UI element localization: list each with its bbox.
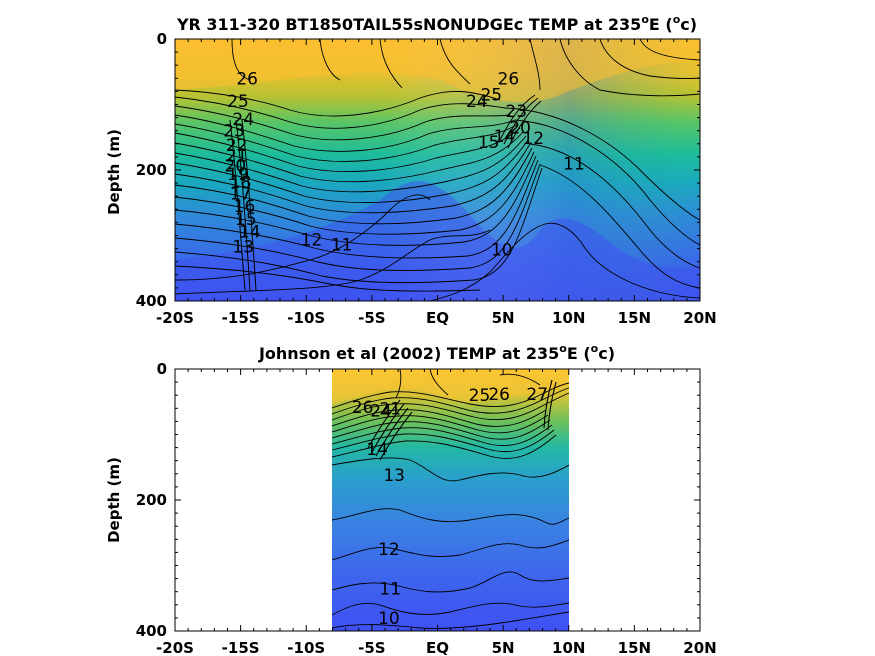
x-tick-label: 20N (683, 309, 716, 327)
contour-label: 13 (383, 466, 405, 486)
contour-label: 11 (563, 154, 585, 174)
top-panel-front (229, 94, 542, 291)
x-tick-label: 20N (683, 639, 716, 656)
bottom-panel-title: Johnson et al (2002) TEMP at 235oE (oc) (258, 342, 615, 363)
x-tick-label: -15S (222, 309, 260, 327)
contour-label: 15 (478, 133, 500, 153)
contour-label: 21 (379, 399, 401, 419)
contour-label: 15 (235, 210, 257, 230)
contour-label: 11 (331, 236, 353, 256)
contour-label: 12 (378, 540, 400, 560)
x-tick-label: -5S (358, 639, 385, 656)
x-tick-label: -15S (222, 639, 260, 656)
contour-label: 10 (491, 240, 513, 260)
x-tick-label: EQ (426, 309, 449, 327)
contour-label: 24 (232, 110, 254, 130)
top-panel-title: YR 311-320 BT1850TAIL55sNONUDGEc TEMP at… (176, 13, 697, 34)
contour-label: 23 (223, 122, 245, 142)
contour-label: 25 (227, 92, 249, 112)
y-tick-label: 400 (136, 622, 167, 640)
bottom-panel-y-ticks: 0 200 400 (136, 360, 700, 640)
contour-label: 20 (509, 118, 531, 138)
x-tick-label: -10S (287, 309, 325, 327)
contour-label: 13 (232, 238, 254, 258)
contour-label: 18 (230, 173, 252, 193)
contour-label: 26 (236, 69, 258, 89)
top-panel: YR 311-320 BT1850TAIL55sNONUDGEc TEMP at… (105, 13, 717, 327)
contour-label: 24 (466, 92, 488, 112)
contour-label: 14 (494, 127, 516, 147)
contour-label: 17 (230, 185, 252, 205)
bottom-panel-x-ticks: -20S -15S -10S -5S EQ 5N 10N 15N 20N (156, 369, 717, 656)
contour-label: 25 (480, 86, 502, 106)
contour-label: 16 (234, 197, 256, 217)
top-panel-cold-tongue (175, 181, 700, 301)
bottom-panel-warm-layer (332, 369, 569, 405)
contour-label: 12 (522, 129, 544, 149)
x-tick-label: -5S (358, 309, 385, 327)
top-panel-warm-pool (175, 39, 700, 103)
contour-label: 11 (379, 579, 401, 599)
y-tick-label: 200 (136, 491, 167, 509)
contour-label: 19 (227, 165, 249, 185)
contour-label: 10 (378, 609, 400, 629)
contour-label: 23 (505, 102, 527, 122)
x-tick-label: -20S (156, 639, 194, 656)
x-tick-label: 10N (552, 309, 585, 327)
contour-label: 21 (226, 147, 248, 167)
contour-label: 24 (370, 401, 392, 421)
x-tick-label: EQ (426, 639, 449, 656)
x-tick-label: -10S (287, 639, 325, 656)
contour-label: 20 (225, 156, 247, 176)
contour-label: 25 (469, 386, 491, 406)
y-tick-label: 200 (136, 161, 167, 179)
top-panel-y-ticks: 0 200 400 (136, 30, 700, 310)
x-tick-label: -20S (156, 309, 194, 327)
contour-label: 26 (488, 385, 510, 405)
y-tick-label: 0 (157, 30, 167, 48)
x-tick-label: 5N (492, 309, 515, 327)
top-panel-y-label: Depth (m) (105, 129, 123, 215)
bottom-panel-field (332, 369, 569, 631)
top-panel-x-ticks: -20S -15S -10S -5S EQ 5N 10N 15N 20N (156, 39, 717, 327)
x-tick-label: 10N (552, 639, 585, 656)
y-tick-label: 400 (136, 292, 167, 310)
y-tick-label: 0 (157, 360, 167, 378)
contour-label: 27 (526, 385, 548, 405)
contour-label: 14 (366, 440, 388, 460)
bottom-panel-front (367, 379, 557, 461)
contour-label: 22 (226, 136, 248, 156)
contour-label: 26 (498, 69, 520, 89)
bottom-panel-y-label: Depth (m) (105, 457, 123, 543)
contour-label: 14 (239, 223, 261, 243)
contour-label: 12 (301, 230, 323, 250)
bottom-panel-contours (331, 368, 570, 629)
contour-label: 26 (352, 398, 374, 418)
x-tick-label: 15N (618, 309, 651, 327)
x-tick-label: 5N (492, 639, 515, 656)
x-tick-label: 15N (618, 639, 651, 656)
top-panel-contours (174, 38, 701, 302)
bottom-panel: Johnson et al (2002) TEMP at 235oE (oc) (105, 342, 717, 656)
